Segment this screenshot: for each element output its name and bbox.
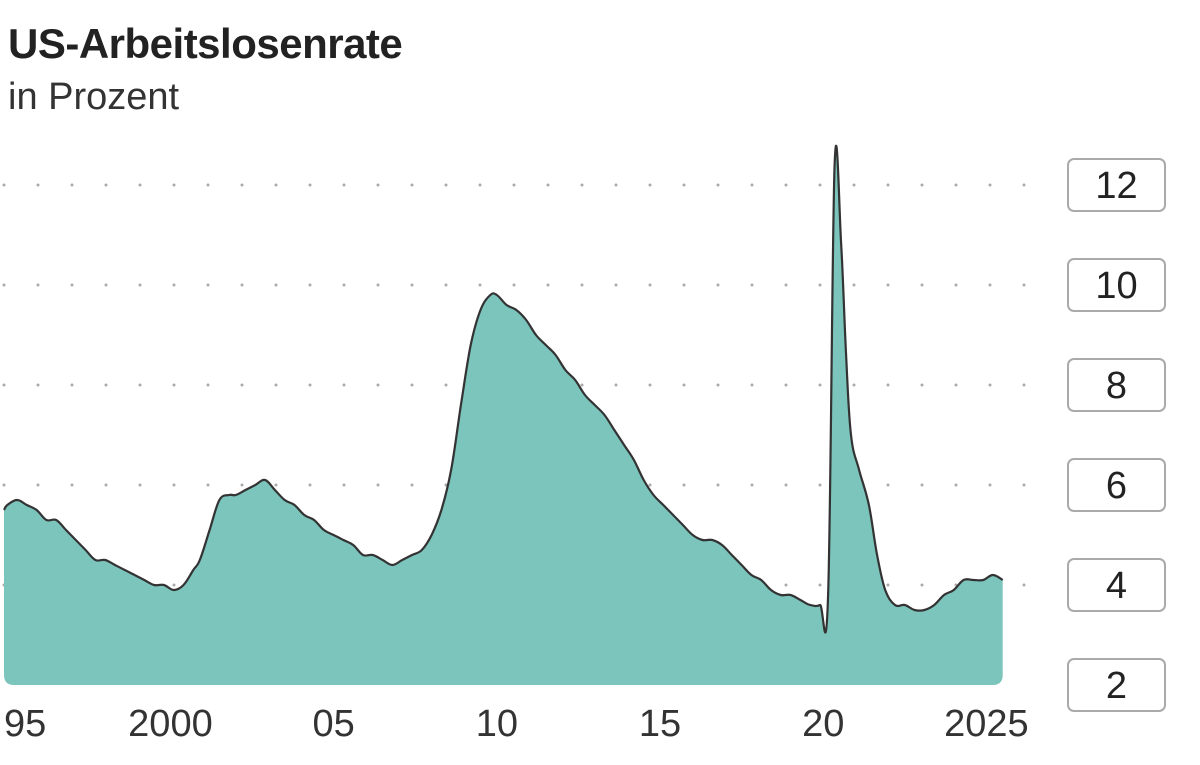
y-tick-10: 10 [1067, 258, 1166, 312]
x-tick-95: 95 [4, 703, 46, 745]
unemployment-area-fill [4, 145, 1003, 685]
plot-area [3, 144, 1004, 685]
y-tick-label: 6 [1106, 465, 1127, 507]
y-tick-box [1067, 258, 1166, 312]
x-tick-10: 10 [476, 703, 518, 745]
chart-subtitle: in Prozent [8, 76, 180, 118]
y-tick-6: 6 [1067, 458, 1166, 512]
x-tick-2000: 2000 [128, 703, 213, 745]
y-tick-box [1067, 658, 1166, 712]
y-tick-label: 8 [1106, 365, 1127, 407]
y-tick-label: 2 [1106, 665, 1127, 707]
y-tick-box [1067, 558, 1166, 612]
y-tick-8: 8 [1067, 358, 1166, 412]
y-tick-box [1067, 458, 1166, 512]
x-axis: 95 2000 05 10 15 20 2025 [4, 703, 1029, 745]
y-axis: 2 4 6 8 10 12 [1067, 158, 1166, 712]
unemployment-line [3, 144, 1004, 634]
x-tick-15: 15 [639, 703, 681, 745]
y-tick-box [1067, 358, 1166, 412]
y-tick-2: 2 [1067, 658, 1166, 712]
x-tick-2025: 2025 [944, 703, 1029, 745]
y-tick-box [1067, 158, 1166, 212]
y-tick-label: 10 [1095, 265, 1137, 307]
y-tick-label: 12 [1095, 165, 1137, 207]
y-tick-4: 4 [1067, 558, 1166, 612]
y-tick-12: 12 [1067, 158, 1166, 212]
y-tick-label: 4 [1106, 565, 1127, 607]
x-tick-20: 20 [802, 703, 844, 745]
chart-title: US-Arbeitslosenrate [8, 20, 403, 67]
x-tick-05: 05 [313, 703, 355, 745]
